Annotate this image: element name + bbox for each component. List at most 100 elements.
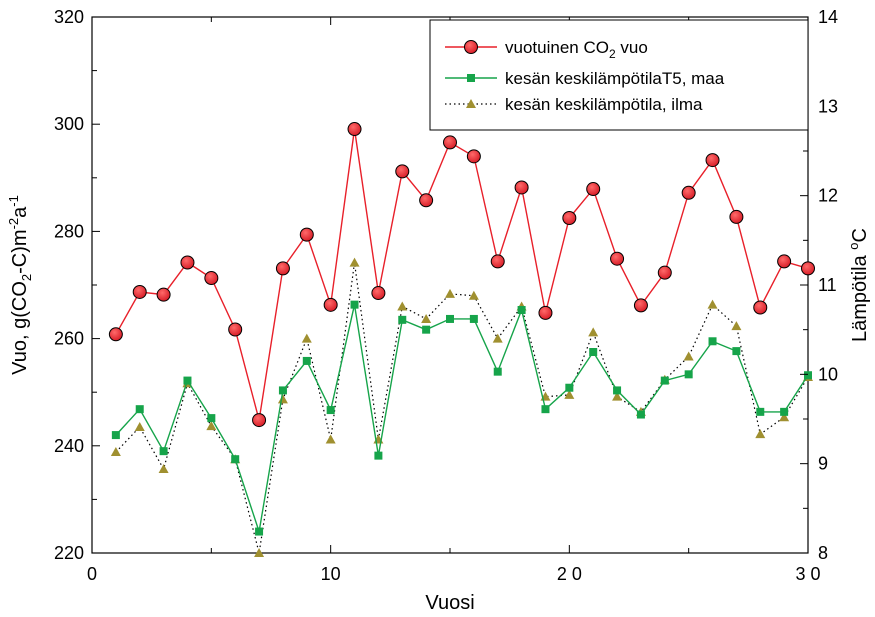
series-0-point-19 [538,305,553,320]
series-2-point-16 [468,290,479,300]
series-2-point-28 [755,429,766,439]
legend-marker-air [466,99,476,108]
series-1-point-28 [756,407,765,416]
y-tick-label-260: 260 [54,329,84,349]
series-line-1 [115,304,809,532]
series-0-point-5 [204,271,219,286]
series-2-point-21 [588,327,599,337]
series-1-point-14 [422,325,431,334]
series-2-point-10 [325,434,336,444]
series-0-point-20 [562,211,577,225]
series-2-point-25 [683,351,694,361]
series-1-point-18 [517,306,526,315]
series-2-point-14 [421,313,432,323]
series-1-point-17 [493,367,502,376]
series-1-point-23 [636,410,645,419]
series-2-point-5 [206,421,217,431]
series-0-point-2 [132,284,147,299]
series-1-point-11 [350,300,359,309]
series-0-point-25 [681,185,696,200]
series-2-point-2 [134,422,145,432]
series-2-point-15 [445,288,455,298]
x-tick-label-20: 2 0 [557,564,582,584]
series-1-point-10 [326,406,335,415]
series-0-point-22 [610,251,625,266]
series-1-point-2 [135,405,144,414]
y2-tick-label-13: 13 [818,96,838,116]
y-axis-title: Vuo, g(CO2-C)m-2a-1 [6,195,34,375]
y2-tick-label-10: 10 [818,364,838,384]
series-1-point-6 [231,455,240,464]
y-tick-label-220: 220 [54,543,84,563]
series-0-point-11 [347,122,362,137]
series-0-point-26 [705,153,720,168]
series-1-point-7 [255,527,264,536]
series-1-point-13 [398,315,407,324]
series-2-point-17 [492,333,503,343]
series-2-point-1 [110,447,121,457]
series-2-point-20 [564,389,575,399]
legend-marker-soil [467,74,475,82]
series-0-point-3 [156,287,171,302]
series-0-point-1 [108,327,123,342]
series-2-point-3 [158,464,169,474]
series-0-point-6 [228,322,243,337]
series-0-point-18 [514,180,529,195]
y-tick-label-300: 300 [54,114,84,134]
x-tick-label-0: 0 [87,564,97,584]
series-2-point-7 [254,548,265,557]
series-0-point-12 [371,286,386,301]
series-layer [108,122,815,557]
series-0-point-16 [466,149,481,164]
series-0-point-28 [753,300,768,315]
legend-label-air: kesän keskilämpötila, ilma [505,95,703,114]
series-1-point-20 [565,383,574,392]
series-0-point-15 [443,135,457,150]
y-tick-label-280: 280 [54,221,84,241]
legend: vuotuinen CO2 vuo kesän keskilämpötilaT5… [429,19,809,131]
series-1-point-3 [159,447,168,456]
series-0-point-23 [633,298,648,313]
series-0-point-13 [395,164,410,179]
series-0-point-21 [586,182,601,197]
x-tick-label-30: 3 0 [795,564,820,584]
series-1-point-26 [708,337,717,346]
series-0-point-29 [777,254,792,269]
series-1-point-27 [732,347,741,356]
series-0-point-8 [275,261,290,276]
series-1-point-16 [469,314,478,323]
y-tick-label-240: 240 [54,436,84,456]
series-0-point-9 [299,227,314,242]
series-0-point-7 [252,413,267,428]
series-0-point-30 [801,261,815,276]
y2-tick-label-12: 12 [818,186,838,206]
x-tick-label-10: 10 [321,564,341,584]
series-1-point-9 [302,356,311,365]
series-2-point-11 [349,257,360,267]
series-0-point-27 [729,209,744,224]
y2-tick-label-9: 9 [818,454,828,474]
series-1-point-19 [541,405,550,414]
series-2-point-9 [301,333,312,343]
series-2-point-27 [731,321,742,331]
series-1-point-12 [374,451,383,460]
legend-marker-co2 [464,40,478,54]
series-2-point-13 [397,301,408,311]
legend-label-soil: kesän keskilämpötilaT5, maa [505,69,725,88]
series-1-point-30 [804,371,812,380]
series-2-point-29 [779,412,790,422]
series-1-point-1 [111,431,120,440]
series-1-point-22 [613,386,622,395]
series-1-point-15 [446,314,454,323]
series-1-point-25 [684,370,693,379]
y2-tick-label-8: 8 [818,543,828,563]
series-2-point-26 [707,299,718,309]
series-0-point-4 [180,255,195,270]
series-1-point-21 [589,348,598,356]
x-axis-title: Vuosi [425,592,474,614]
series-1-point-4 [183,376,192,385]
series-0-point-24 [657,265,672,280]
series-0-point-17 [490,254,505,269]
series-1-point-8 [278,386,287,395]
